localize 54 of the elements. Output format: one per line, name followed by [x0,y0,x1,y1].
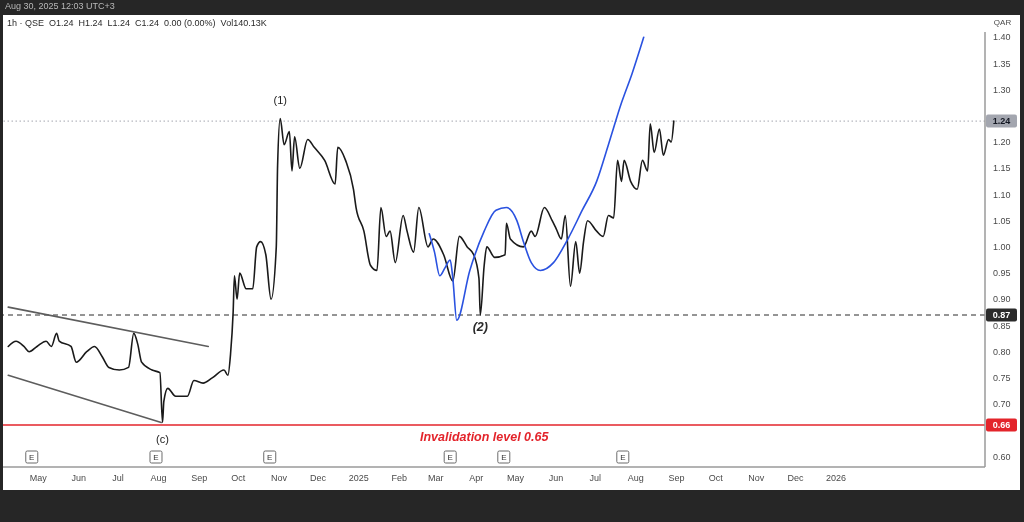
y-tick-label: 0.70 [993,399,1011,410]
y-tick-label: 1.30 [993,84,1011,95]
annotation: (2) [472,320,488,335]
annotation: (1) [273,94,287,107]
annotation: E [447,452,453,462]
ref-line-label: 1.24 [992,116,1011,127]
annotation: Invalidation level 0.65 [419,430,550,445]
x-tick-label: Mar [428,473,444,484]
annotation: E [153,452,159,462]
x-tick-label: Jun [71,473,87,484]
y-tick-label: 1.00 [993,242,1011,253]
x-tick-label: Apr [469,473,484,484]
y-tick-label: 1.20 [993,137,1011,148]
chart-title: 1h · QSE O1.24 H1.24 L1.24 C1.24 0.00 (0.00%) Vol140.13K [7,18,267,28]
y-tick-label: 1.40 [993,32,1011,43]
x-tick-label: Aug [150,473,167,484]
annotation: E [620,452,626,462]
annotation: E [501,452,507,462]
x-tick-label: Dec [310,473,327,484]
x-tick-label: Nov [270,473,288,484]
x-tick-label: Aug [627,473,644,484]
ref-line-label: 0.66 [992,420,1011,431]
annotation: E [267,452,273,462]
y-tick-label: 0.75 [993,373,1011,384]
y-axis-title: QAR [993,18,1012,27]
x-tick-label: Oct [708,473,724,484]
x-tick-label: 2026 [825,473,846,484]
x-tick-label: Oct [231,473,246,484]
x-tick-label: 2025 [348,473,369,484]
x-tick-label: Feb [391,473,407,484]
x-tick-label: May [507,473,525,484]
ref-line-label: 0.87 [992,310,1011,321]
x-tick-label: Sep [668,473,685,484]
annotation: E [29,452,35,462]
y-tick-label: 1.10 [993,189,1011,200]
annotation: (c) [156,432,169,445]
x-tick-label: Sep [191,473,208,484]
chart-subtitle: Aug 30, 2025 12:03 UTC+3 [5,1,115,11]
x-tick-label: Nov [748,473,765,484]
y-tick-label: 1.35 [993,58,1011,69]
line-series [428,36,645,322]
y-tick-label: 0.85 [993,320,1011,331]
y-tick-label: 0.95 [993,268,1011,279]
x-tick-label: Jul [589,473,602,484]
x-tick-label: May [29,473,48,484]
y-tick-label: 1.15 [993,163,1011,174]
x-tick-label: Dec [787,473,804,484]
y-tick-label: 0.80 [993,346,1011,357]
line-series [7,117,675,424]
x-tick-label: Jun [548,473,564,484]
y-tick-label: 0.60 [993,451,1011,462]
y-tick-label: 0.90 [993,294,1011,305]
x-tick-label: Jul [112,473,124,484]
y-tick-label: 1.05 [993,215,1011,226]
